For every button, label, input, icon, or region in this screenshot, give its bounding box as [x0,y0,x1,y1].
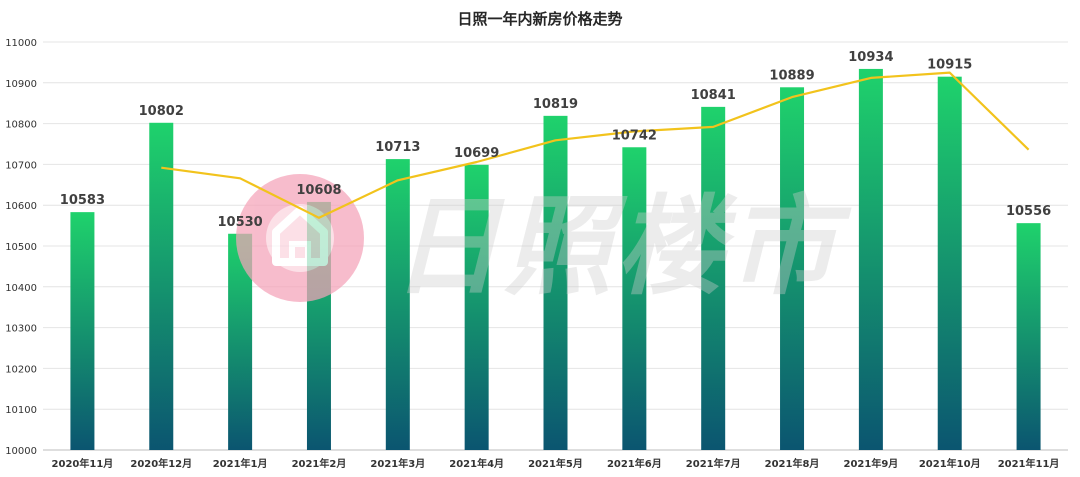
bar-2 [149,122,174,450]
data-labels: 10583 10802 10530 10608 10713 10699 10819 10742… [60,50,1051,230]
y-tick-label-10100: 10100 [5,405,37,416]
x-tick-label-9: 2021年7月 [686,457,741,470]
data-label-3: 10530 [217,215,262,230]
x-axis-tick-labels: 2020年11月 2020年12月 2021年1月 2021年2月 2021年3月 202… [52,457,1060,470]
trend-line [161,71,1030,219]
y-tick-label-10400: 10400 [5,283,37,294]
y-tick-label-10800: 10800 [5,120,37,131]
y-tick-label-11000: 11000 [5,38,37,49]
y-axis-tick-labels: 10000 10100 10200 10300 10400 10500 10600 10700… [5,38,37,457]
bar-12 [937,76,962,451]
bar-9 [701,106,726,450]
x-tick-label-13: 2021年11月 [998,457,1060,470]
x-tick-label-3: 2021年1月 [213,457,268,470]
data-label-8: 10742 [612,128,657,143]
watermark-logo-icon [236,174,364,302]
x-tick-label-1: 2020年11月 [52,457,114,470]
x-tick-label-2: 2020年12月 [130,457,192,470]
bar-10 [780,87,805,451]
y-tick-label-10500: 10500 [5,242,37,253]
bar-1 [70,212,95,450]
data-label-11: 10934 [848,50,893,65]
y-tick-label-10000: 10000 [5,446,37,457]
data-label-7: 10819 [533,97,578,112]
y-tick-label-10700: 10700 [5,160,37,171]
y-tick-label-10900: 10900 [5,79,37,90]
data-label-1: 10583 [60,193,105,208]
data-label-6: 10699 [454,146,499,161]
x-tick-label-6: 2021年4月 [449,457,504,470]
x-tick-label-7: 2021年5月 [528,457,583,470]
data-label-10: 10889 [769,68,814,83]
x-tick-label-12: 2021年10月 [919,457,981,470]
x-tick-label-4: 2021年2月 [292,457,347,470]
x-tick-label-10: 2021年8月 [765,457,820,470]
bar-13 [1016,223,1041,450]
chart-title: 日照一年内新房价格走势 [457,10,623,28]
y-tick-label-10200: 10200 [5,364,37,375]
y-tick-label-10300: 10300 [5,324,37,335]
bar-5 [385,159,410,450]
watermark: 日照楼市 [236,174,852,310]
x-tick-label-11: 2021年9月 [843,457,898,470]
bar-6 [464,164,489,451]
bar-7 [543,115,568,451]
data-label-4: 10608 [296,183,341,198]
data-label-9: 10841 [691,88,736,103]
data-label-12: 10915 [927,58,972,73]
data-label-13: 10556 [1006,204,1051,219]
watermark-text: 日照楼市 [392,185,852,310]
bars [70,68,1041,451]
bar-8 [622,147,647,450]
y-tick-label-10600: 10600 [5,201,37,212]
x-tick-label-5: 2021年3月 [370,457,425,470]
data-label-2: 10802 [139,104,184,119]
data-label-5: 10713 [375,140,420,155]
bar-11 [858,68,883,450]
x-tick-label-8: 2021年6月 [607,457,662,470]
